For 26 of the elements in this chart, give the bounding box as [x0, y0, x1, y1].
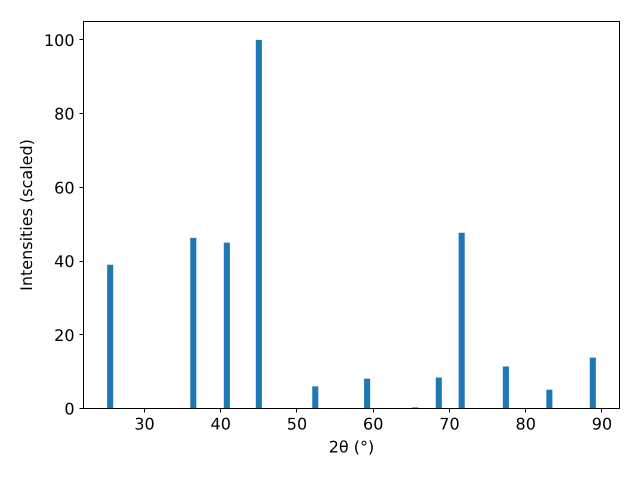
y-tick-label: 100 [44, 30, 75, 50]
bar [364, 378, 370, 408]
bar [312, 386, 318, 408]
x-tick-label: 90 [592, 414, 612, 434]
y-axis-title: Intensities (scaled) [16, 139, 36, 291]
bar [256, 40, 262, 408]
x-tick-label: 30 [134, 414, 155, 434]
y-tick-label: 40 [54, 252, 74, 272]
bar [190, 238, 196, 408]
bar [436, 378, 442, 408]
y-tick-label: 0 [64, 400, 75, 418]
bar [590, 358, 596, 408]
bar [502, 366, 509, 408]
bar [458, 232, 465, 408]
y-tick-label: 60 [54, 178, 74, 198]
bar [107, 264, 114, 408]
x-tick-label: 80 [516, 414, 536, 434]
x-tick-label: 60 [363, 414, 384, 434]
x-tick-label: 70 [439, 414, 460, 434]
x-tick-label: 50 [286, 414, 308, 434]
y-tick-label: 20 [54, 326, 74, 345]
bar [224, 242, 230, 408]
x-tick-label: 40 [210, 414, 231, 434]
x-axis-title: 2θ (°) [328, 438, 374, 456]
y-tick-label: 80 [54, 104, 74, 124]
bar [546, 390, 552, 408]
